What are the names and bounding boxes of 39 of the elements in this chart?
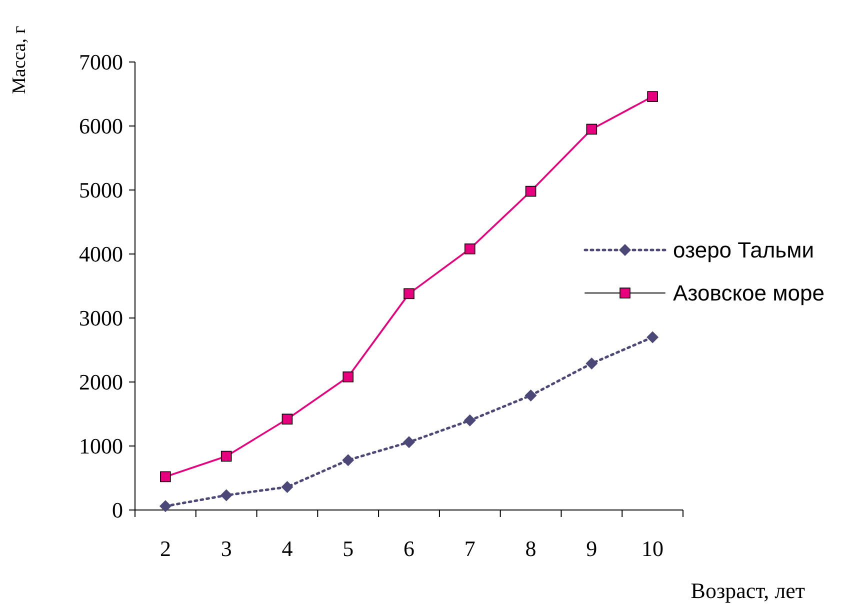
x-tick-label: 7	[464, 536, 476, 561]
x-tick-label: 9	[586, 536, 598, 561]
point	[646, 331, 659, 344]
point	[524, 389, 537, 402]
point	[525, 186, 536, 197]
x-tick-label: 8	[525, 536, 536, 561]
point	[220, 489, 232, 502]
point	[281, 480, 294, 493]
x-axis-title: Возраст, лет	[690, 578, 806, 603]
point	[342, 454, 354, 466]
point	[342, 371, 354, 382]
y-axis-title: Масса, г	[9, 26, 30, 94]
y-tick-label: 5000	[79, 178, 123, 203]
point	[647, 91, 658, 102]
point	[282, 414, 293, 425]
legend-label: озеро Тальми	[673, 238, 814, 263]
point	[586, 357, 598, 370]
x-tick-label: 4	[282, 536, 293, 561]
x-tick-label: 10	[642, 536, 664, 561]
point	[159, 500, 172, 512]
y-tick-label: 0	[112, 498, 123, 523]
point	[404, 288, 414, 300]
x-tick-label: 2	[160, 536, 171, 561]
point	[464, 243, 476, 254]
y-tick-label: 1000	[79, 434, 123, 459]
point	[586, 124, 598, 135]
y-tick-label: 3000	[79, 306, 123, 331]
x-tick-label: 3	[220, 536, 232, 561]
point	[403, 436, 415, 448]
y-tick-label: 7000	[79, 50, 123, 75]
legend-label: Азовское море	[673, 280, 824, 306]
point	[464, 414, 476, 426]
point	[220, 450, 232, 462]
y-tick-label: 6000	[79, 114, 123, 139]
x-tick-label: 5	[342, 536, 354, 561]
point	[160, 471, 171, 482]
x-tick-label: 6	[404, 536, 414, 561]
y-tick-label: 2000	[79, 370, 123, 395]
y-tick-label: 4000	[79, 242, 123, 267]
